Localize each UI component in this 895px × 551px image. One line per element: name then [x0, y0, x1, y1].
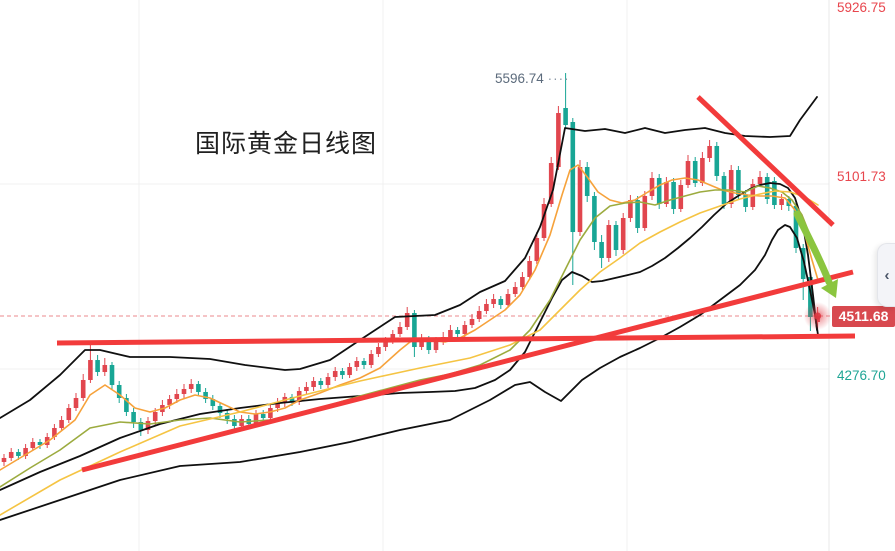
chevron-left-icon: ‹	[884, 266, 890, 284]
current-price-marker	[803, 302, 832, 330]
axis-price-label: 5101.73	[837, 169, 886, 185]
overlay-boll-lower	[0, 224, 819, 521]
gridlines-layer	[0, 0, 830, 551]
overlay-ma-mid-olive	[0, 185, 819, 488]
sidebar-collapse-button[interactable]: ‹	[877, 243, 895, 307]
overlay-boll-upper	[0, 96, 818, 419]
overlay-boll-mid	[0, 182, 818, 491]
peak-high-price-label: 5596.74 ····	[495, 71, 570, 86]
chart-title: 国际黄金日线图	[195, 130, 378, 158]
current-price-badge: 4511.68	[832, 305, 895, 327]
trendline-support-ascending[interactable]	[81, 269, 854, 473]
direction-arrow	[793, 210, 838, 298]
peak-label-dotted-connector: ····	[547, 71, 570, 86]
trendline-resistance-descending[interactable]	[696, 95, 835, 227]
trendlines-layer	[56, 95, 856, 473]
indicator-lines-layer	[0, 96, 819, 521]
trendline-resistance-horizontal[interactable]	[56, 333, 856, 346]
candles-layer	[1, 73, 820, 467]
overlay-ma-fast-orange	[0, 164, 819, 471]
down-arrow-head-icon	[821, 279, 838, 298]
peak-high-price-value: 5596.74	[495, 71, 544, 86]
axis-price-label: 5926.75	[837, 0, 886, 16]
down-arrow-shaft	[793, 210, 833, 286]
axis-price-label: 4276.70	[837, 368, 886, 384]
overlay-ma-slow-yellow	[0, 190, 819, 516]
